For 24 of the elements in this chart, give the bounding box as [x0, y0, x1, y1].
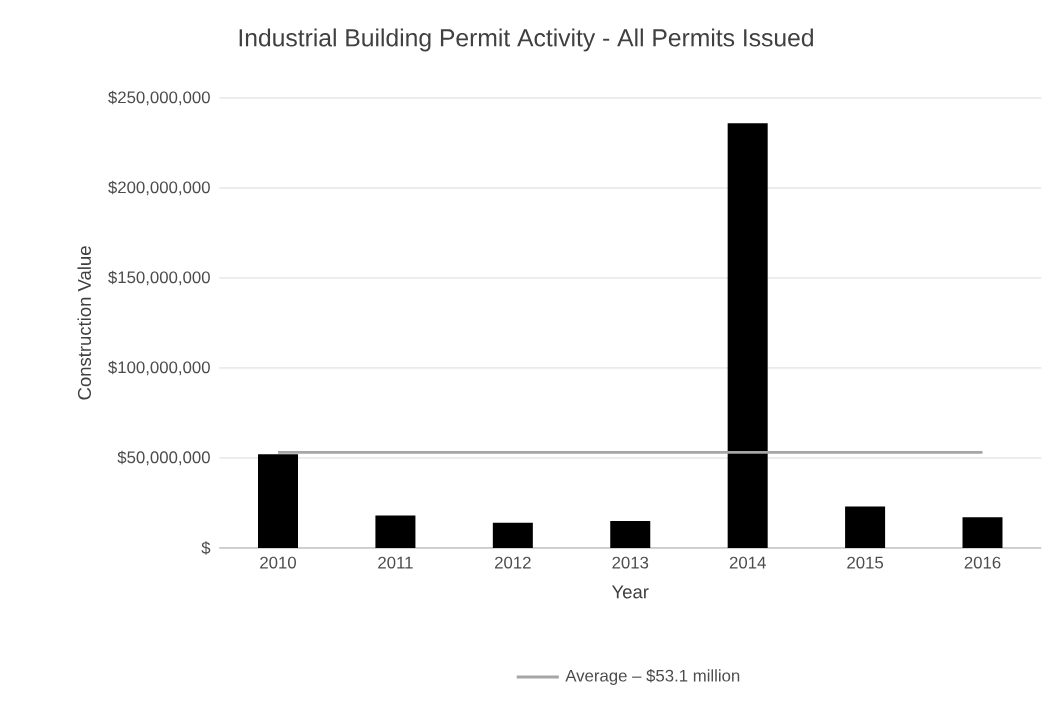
y-tick-label: $50,000,000: [117, 450, 210, 466]
x-tick-label: 2014: [729, 556, 766, 569]
bar: [727, 123, 768, 548]
x-tick-label: 2011: [378, 556, 413, 569]
bar: [962, 517, 1003, 548]
chart-title: Industrial Building Permit Activity - All Permits Issued: [239, 28, 813, 52]
bar: [257, 454, 298, 548]
y-axis-title: Construction Value: [77, 246, 92, 400]
x-tick-label: 2015: [847, 556, 884, 569]
y-tick-label: $: [201, 541, 211, 555]
legend-label: Average – $53.1 million: [565, 669, 740, 685]
y-tick-label: $150,000,000: [108, 270, 210, 286]
y-tick-label: $200,000,000: [108, 180, 210, 196]
bar: [375, 515, 416, 548]
x-tick-label: 2010: [260, 556, 296, 569]
bar: [610, 520, 651, 548]
x-axis-title: Year: [611, 585, 649, 599]
y-tick-label: $250,000,000: [108, 90, 210, 106]
y-tick-label: $100,000,000: [108, 360, 210, 376]
x-tick-label: 2016: [964, 556, 1001, 569]
x-tick-label: 2012: [495, 556, 531, 569]
bar: [845, 506, 886, 548]
bar: [492, 522, 533, 548]
x-tick-label: 2013: [612, 556, 649, 569]
